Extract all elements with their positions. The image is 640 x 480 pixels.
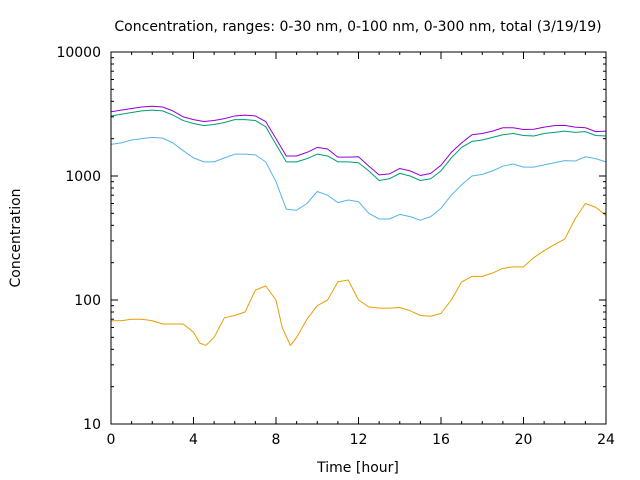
- y-tick-label: 10000: [56, 45, 101, 61]
- x-tick-label: 0: [107, 432, 116, 448]
- series-layer: [110, 105, 607, 346]
- y-tick-label: 100: [74, 293, 101, 309]
- series-line-1: [111, 203, 607, 346]
- x-tick-label: 20: [515, 432, 533, 448]
- y-tick-label: 10: [83, 417, 101, 433]
- y-tick-label: 1000: [65, 169, 101, 185]
- x-tick-label: 16: [432, 432, 450, 448]
- series-line-4: [110, 105, 607, 176]
- ticks-layer: 0 4 8 12 16 20 24 10 100 1000 10000: [56, 45, 615, 448]
- x-tick-label: 12: [350, 432, 368, 448]
- x-axis-label: Time [hour]: [316, 460, 399, 476]
- y-axis-label: Concentration: [8, 188, 24, 287]
- x-tick-label: 24: [597, 432, 615, 448]
- plot-frame: [110, 51, 607, 425]
- x-tick-label: 4: [189, 432, 198, 448]
- x-tick-label: 8: [272, 432, 281, 448]
- series-line-2: [110, 136, 607, 221]
- chart-title: Concentration, ranges: 0-30 nm, 0-100 nm…: [114, 19, 601, 35]
- series-line-3: [110, 109, 607, 181]
